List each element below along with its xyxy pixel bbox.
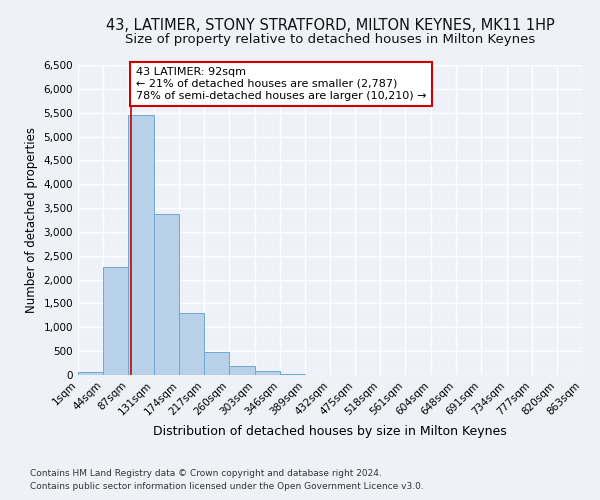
Y-axis label: Number of detached properties: Number of detached properties <box>25 127 38 313</box>
Bar <box>103 266 128 375</box>
Text: Contains HM Land Registry data © Crown copyright and database right 2024.: Contains HM Land Registry data © Crown c… <box>30 468 382 477</box>
Bar <box>154 214 179 375</box>
Bar <box>254 371 280 375</box>
Bar <box>128 115 154 375</box>
Bar <box>78 372 103 375</box>
Text: 43 LATIMER: 92sqm
← 21% of detached houses are smaller (2,787)
78% of semi-detac: 43 LATIMER: 92sqm ← 21% of detached hous… <box>136 68 427 100</box>
Text: 43, LATIMER, STONY STRATFORD, MILTON KEYNES, MK11 1HP: 43, LATIMER, STONY STRATFORD, MILTON KEY… <box>106 18 554 32</box>
Bar <box>229 366 254 375</box>
Bar <box>179 312 204 375</box>
Bar <box>204 352 229 375</box>
Text: Contains public sector information licensed under the Open Government Licence v3: Contains public sector information licen… <box>30 482 424 491</box>
Bar <box>280 374 305 375</box>
Text: Size of property relative to detached houses in Milton Keynes: Size of property relative to detached ho… <box>125 32 535 46</box>
X-axis label: Distribution of detached houses by size in Milton Keynes: Distribution of detached houses by size … <box>153 425 507 438</box>
